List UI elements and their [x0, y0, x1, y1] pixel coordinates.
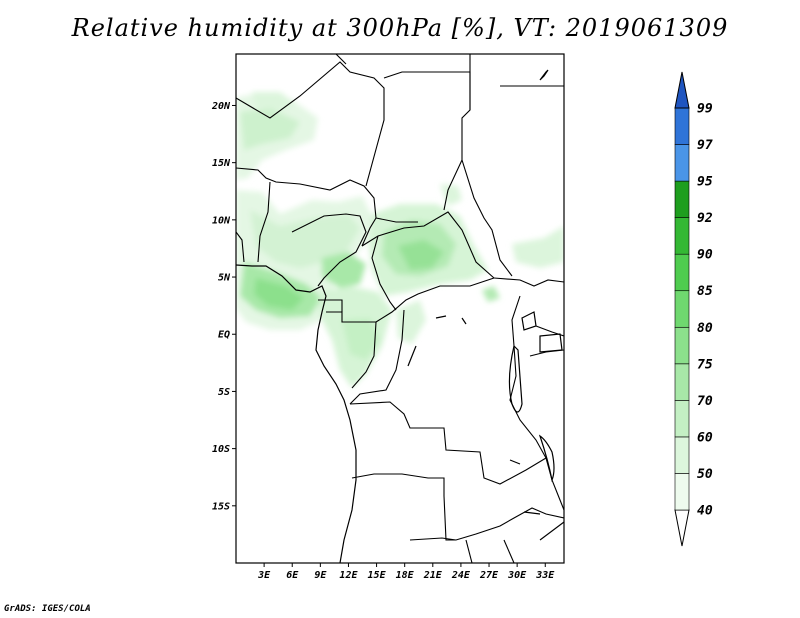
- map-frame: [235, 53, 565, 564]
- x-tick-label: 15E: [368, 570, 387, 581]
- colorbar-swatch: [674, 473, 690, 511]
- x-tick-label: 12E: [339, 570, 358, 581]
- x-tick-label: 24E: [451, 570, 471, 581]
- colorbar-swatch: [674, 290, 690, 328]
- x-axis: 3E 6E 9E 12E 15E 18E 21E 24E 27E 30E 33E: [257, 563, 555, 581]
- chart-title: Relative humidity at 300hPa [%], VT: 201…: [71, 14, 729, 42]
- colorbar-label: 99: [697, 102, 713, 117]
- y-tick-label: EQ: [218, 330, 230, 341]
- colorbar-swatch: [674, 436, 690, 474]
- colorbar-label: 80: [697, 321, 713, 336]
- humidity-field: [236, 92, 564, 388]
- colorbar-upper-triangle: [674, 71, 690, 109]
- x-tick-label: 27E: [479, 570, 499, 581]
- x-tick-label: 9E: [314, 570, 327, 581]
- colorbar-label: 95: [697, 175, 713, 190]
- y-tick-label: 15N: [212, 158, 231, 169]
- colorbar-swatch: [674, 180, 690, 218]
- colorbar-swatch: [674, 253, 690, 292]
- colorbar-swatch: [674, 363, 690, 401]
- y-tick-label: 10S: [212, 444, 230, 455]
- x-tick-label: 21E: [423, 570, 443, 581]
- colorbar-label: 85: [697, 284, 713, 299]
- colorbar-swatch: [674, 107, 690, 145]
- x-tick-label: 30E: [507, 570, 527, 581]
- y-tick-label: 15S: [212, 501, 230, 512]
- colorbar-label: 50: [697, 467, 713, 482]
- y-tick-label: 20N: [211, 101, 231, 112]
- colorbar-label: 70: [697, 394, 713, 409]
- colorbar-label: 97: [697, 138, 713, 153]
- y-axis: 20N 15N 10N 5N EQ 5S 10S 15S: [211, 101, 236, 512]
- colorbar-label: 92: [697, 211, 713, 226]
- x-tick-label: 6E: [286, 570, 299, 581]
- colorbar-label: 90: [697, 248, 713, 263]
- colorbar: 40 50 60 70 75 80 85 90 92 95 97 99: [674, 71, 713, 547]
- credit-text: GrADS: IGES/COLA: [4, 604, 91, 614]
- y-tick-label: 5N: [218, 273, 231, 284]
- country-borders: [236, 54, 564, 563]
- colorbar-swatch: [674, 217, 690, 255]
- y-tick-label: 10N: [212, 215, 231, 226]
- y-tick-label: 5S: [218, 387, 230, 398]
- x-tick-label: 18E: [396, 570, 415, 581]
- x-tick-label: 3E: [257, 570, 271, 581]
- colorbar-label: 40: [697, 504, 713, 519]
- colorbar-swatch: [674, 400, 690, 438]
- colorbar-label: 75: [697, 357, 713, 372]
- colorbar-label: 60: [697, 430, 713, 445]
- colorbar-swatch: [674, 326, 690, 365]
- colorbar-lower-triangle: [674, 509, 690, 547]
- x-tick-label: 33E: [535, 570, 555, 581]
- colorbar-swatch: [674, 144, 690, 182]
